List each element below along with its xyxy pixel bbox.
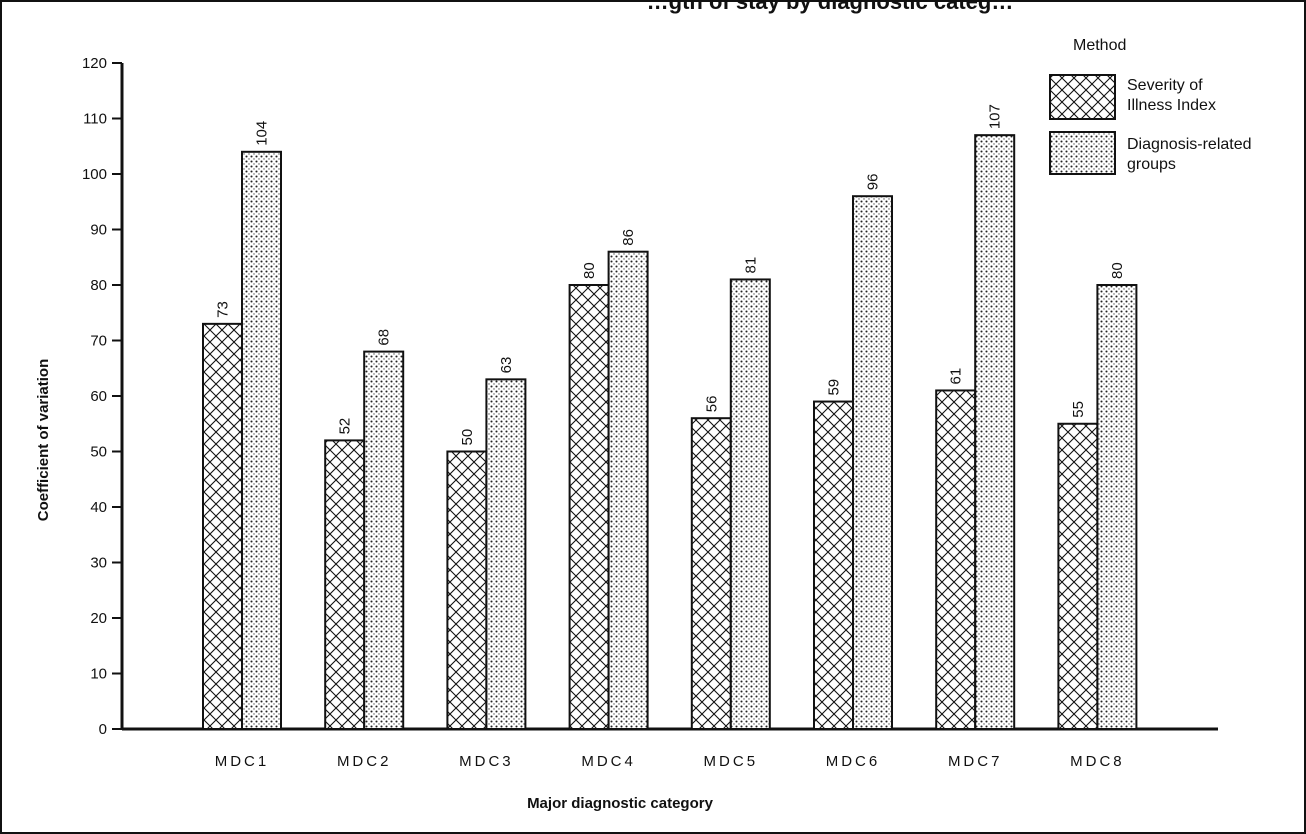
y-tick-label: 0	[99, 721, 107, 738]
bar-severity-mdc2	[324, 439, 366, 730]
y-axis-title: Coefficient of variation	[35, 359, 52, 522]
x-tick-label: MDC6	[826, 753, 881, 770]
data-label-drg-mdc7: 107	[987, 104, 1004, 129]
x-tick-label: MDC1	[215, 753, 270, 770]
data-label-drg-mdc1: 104	[254, 121, 271, 146]
y-tick-label: 20	[90, 610, 107, 627]
bar-severity-mdc6	[813, 400, 854, 730]
y-tick-label: 80	[90, 277, 107, 294]
data-label-drg-mdc3: 63	[498, 357, 515, 374]
bar-severity-mdc4	[568, 284, 610, 730]
data-label-drg-mdc8: 80	[1109, 262, 1126, 279]
chart-title: …gth of stay by diagnostic categ…	[647, 0, 1014, 14]
y-tick-label: 50	[90, 444, 107, 461]
data-label-severity-mdc8: 55	[1070, 401, 1087, 418]
data-label-severity-mdc7: 61	[948, 368, 965, 385]
bar-severity-mdc8	[1057, 422, 1099, 730]
y-tick-label: 70	[90, 333, 107, 350]
data-label-severity-mdc2: 52	[337, 418, 354, 435]
data-label-drg-mdc4: 86	[620, 229, 637, 246]
x-tick-label: MDC4	[581, 753, 636, 770]
bar-drg-mdc2	[363, 350, 405, 730]
legend-label-drg-line2: groups	[1127, 156, 1176, 173]
y-tick-label: 10	[90, 666, 107, 683]
bar-drg-mdc6	[852, 195, 893, 730]
x-tick-label: MDC5	[704, 753, 759, 770]
bar-severity-mdc3	[446, 450, 488, 730]
x-tick-label: MDC7	[948, 753, 1003, 770]
bar-drg-mdc7	[974, 134, 1016, 730]
legend-label-drg-line1: Diagnosis-related	[1127, 136, 1252, 153]
data-label-severity-mdc5: 56	[703, 396, 720, 413]
data-label-drg-mdc6: 96	[865, 174, 882, 191]
y-axis: 0 10 20 30 40 50 60 70 80 90 100 110 120	[82, 55, 124, 738]
x-axis: MDC1 MDC2 MDC3 MDC4 MDC5 MDC6 MDC7 MDC8	[122, 727, 1218, 770]
y-tick-label: 60	[90, 388, 107, 405]
y-tick-label: 110	[83, 111, 107, 128]
y-tick-label: 100	[82, 166, 107, 183]
bar-drg-mdc4	[607, 250, 649, 730]
legend: Method Severity of Illness Index Diagnos…	[1049, 37, 1252, 175]
bar-drg-mdc3	[485, 378, 527, 730]
data-label-severity-mdc6: 59	[826, 379, 843, 396]
x-tick-label: MDC2	[337, 753, 392, 770]
data-label-drg-mdc2: 68	[376, 329, 393, 346]
data-label-severity-mdc3: 50	[459, 429, 476, 446]
data-label-severity-mdc1: 73	[215, 301, 232, 318]
legend-title: Method	[1073, 37, 1126, 54]
y-tick-label: 40	[90, 499, 107, 516]
legend-swatch-severity	[1049, 74, 1116, 120]
y-tick-label: 120	[82, 55, 107, 72]
bar-severity-mdc7	[935, 389, 977, 730]
bar-drg-mdc5	[729, 278, 771, 730]
legend-swatch-drg	[1049, 131, 1116, 175]
y-tick-label: 30	[90, 555, 107, 572]
bar-severity-mdc5	[690, 417, 732, 730]
legend-label-severity-line1: Severity of	[1127, 77, 1203, 94]
x-tick-label: MDC8	[1070, 753, 1125, 770]
bar-group	[202, 134, 1138, 731]
x-axis-title: Major diagnostic category	[527, 795, 714, 812]
bar-drg-mdc8	[1096, 284, 1138, 730]
bar-severity-mdc1	[202, 322, 243, 730]
x-tick-label: MDC3	[459, 753, 514, 770]
bar-drg-mdc1	[241, 150, 282, 731]
y-tick-label: 90	[90, 222, 107, 239]
data-label-severity-mdc4: 80	[581, 262, 598, 279]
data-labels: 73 104 52 68 50 63 80 86 56 81 59 96 61 107 55 80	[215, 104, 1126, 445]
data-label-drg-mdc5: 81	[742, 257, 759, 274]
legend-label-severity-line2: Illness Index	[1127, 97, 1216, 114]
